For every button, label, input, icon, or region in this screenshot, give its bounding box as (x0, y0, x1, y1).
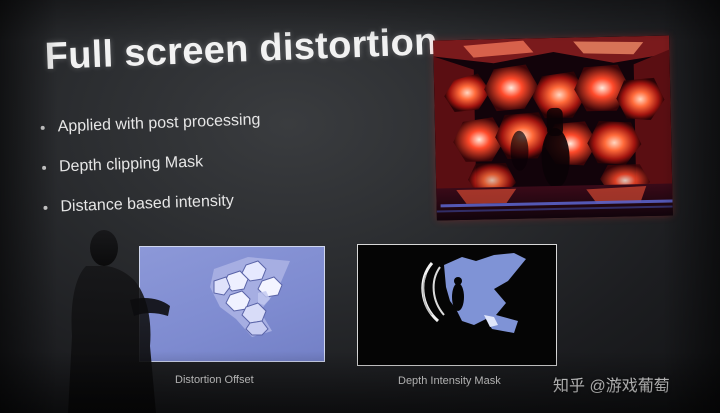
bullet-dot-icon (43, 205, 48, 210)
game-render-image (433, 35, 673, 221)
depth-intensity-mask-caption: Depth Intensity Mask (398, 375, 501, 387)
bullet-dot-icon (40, 125, 45, 130)
bullet-text: Applied with post processing (57, 111, 261, 136)
distortion-offset-graphic (210, 257, 290, 337)
bullet-text: Depth clipping Mask (58, 153, 204, 176)
bullet-item: Distance based intensity (43, 180, 264, 228)
depth-intensity-mask-image (357, 244, 557, 366)
bullet-dot-icon (42, 165, 47, 170)
bullet-text: Distance based intensity (60, 192, 235, 216)
distortion-offset-image (139, 246, 325, 362)
distortion-offset-caption: Distortion Offset (175, 374, 254, 386)
game-render-graphic (433, 35, 673, 221)
slide-title: Full screen distortion (44, 20, 439, 78)
watermark-text: 知乎 @游戏葡萄 (553, 378, 670, 395)
depth-mask-graphic (358, 245, 556, 365)
bullet-list: Applied with post processing Depth clipp… (40, 100, 264, 228)
